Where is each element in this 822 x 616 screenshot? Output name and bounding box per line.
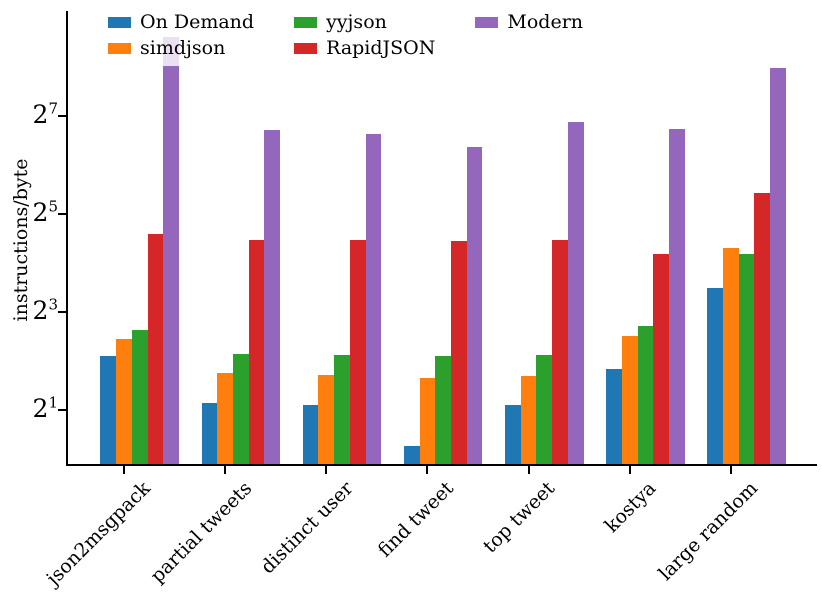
legend-entry-simdjson: simdjson [108,35,254,61]
x-tick-kostya [628,466,631,474]
bar-on-demand-json2msgpack [100,355,117,464]
y-tick-label-7: 27 [0,99,58,129]
legend-swatch-rapidjson [294,42,318,54]
legend-label-modern: Modern [507,11,584,33]
x-label-partial-tweets: partial tweets [146,477,256,588]
legend-swatch-yyjson [294,16,318,28]
y-tick-base: 2 [32,99,49,129]
y-tick-3 [58,311,66,313]
bar-simdjson-json2msgpack [116,338,132,464]
bar-rapidjson-large-random [754,192,771,464]
bar-simdjson-large-random [723,248,739,464]
bar-simdjson-find-tweet [419,377,436,464]
legend-swatch-modern [475,16,499,28]
bar-modern-large-random [770,68,786,464]
bar-simdjson-top-tweet [520,375,537,464]
y-tick-exponent: 1 [48,393,58,412]
bar-yyjson-large-random [738,253,755,464]
bar-on-demand-kostya [606,369,622,464]
legend-label-yyjson: yyjson [326,11,387,33]
bar-rapidjson-json2msgpack [147,234,164,464]
legend-entry-yyjson: yyjson [294,9,435,35]
y-tick-label-1: 21 [0,393,58,423]
legend-label-simdjson: simdjson [140,37,226,59]
legend-swatch-simdjson [108,42,131,54]
x-tick-find-tweet [426,466,429,474]
y-tick-exponent: 7 [48,99,58,118]
bar-yyjson-top-tweet [536,355,553,464]
bar-rapidjson-distinct-user [349,240,366,464]
bar-simdjson-kostya [621,335,638,464]
bar-modern-top-tweet [567,121,584,464]
bar-on-demand-top-tweet [505,404,521,464]
y-tick-base: 2 [32,296,49,325]
y-tick-5 [58,212,66,215]
bar-on-demand-partial-tweets [201,403,218,464]
bar-yyjson-json2msgpack [131,330,148,464]
legend-entry-modern: Modern [475,9,583,35]
bar-rapidjson-find-tweet [451,241,467,464]
x-label-json2msgpack: json2msgpack [42,477,155,590]
legend-swatch-on-demand [108,16,131,28]
x-label-distinct-user: distinct user [256,477,358,579]
y-tick-base: 2 [32,394,49,423]
legend: On Demand simdjson yyjson RapidJSON Modern [96,4,596,66]
bar-simdjson-distinct-user [318,374,335,464]
legend-entry-on-demand: On Demand [108,9,254,35]
x-label-kostya: kostya [600,477,661,537]
bar-modern-kostya [669,128,685,464]
bar-rapidjson-top-tweet [552,240,568,464]
legend-label-on-demand: On Demand [140,11,255,33]
y-tick-label-3: 23 [0,295,58,325]
x-tick-partial-tweets [224,466,227,474]
bar-yyjson-partial-tweets [233,354,249,464]
legend-entry-rapidjson: RapidJSON [294,35,435,61]
bar-modern-distinct-user [365,134,382,464]
y-tick-1 [58,409,66,411]
x-label-top-tweet: top tweet [479,477,560,558]
bar-rapidjson-kostya [653,254,669,464]
legend-label-rapidjson: RapidJSON [326,37,436,59]
x-tick-top-tweet [527,466,530,474]
y-tick-exponent: 5 [48,197,58,216]
y-tick-exponent: 3 [48,295,58,314]
y-tick-base: 2 [32,197,49,227]
bar-modern-json2msgpack [163,36,179,464]
plot-area: json2msgpack partial tweets distinct user f… [42,11,817,590]
bar-rapidjson-partial-tweets [248,239,265,464]
y-tick-label-5: 25 [0,197,58,227]
x-tick-distinct-user [325,466,328,474]
bar-on-demand-distinct-user [302,404,319,464]
bar-yyjson-kostya [637,326,654,464]
x-label-find-tweet: find tweet [374,477,459,562]
x-tick-json2msgpack [123,466,125,474]
bar-simdjson-partial-tweets [217,372,233,464]
bar-modern-find-tweet [466,146,483,464]
bar-on-demand-find-tweet [403,446,420,464]
bar-yyjson-find-tweet [435,355,451,464]
bar-modern-partial-tweets [264,129,281,464]
bar-on-demand-large-random [707,287,724,464]
bar-yyjson-distinct-user [334,355,350,464]
x-label-large-random: large random [654,477,762,585]
y-tick-7 [58,114,66,117]
x-tick-large-random [729,466,732,474]
